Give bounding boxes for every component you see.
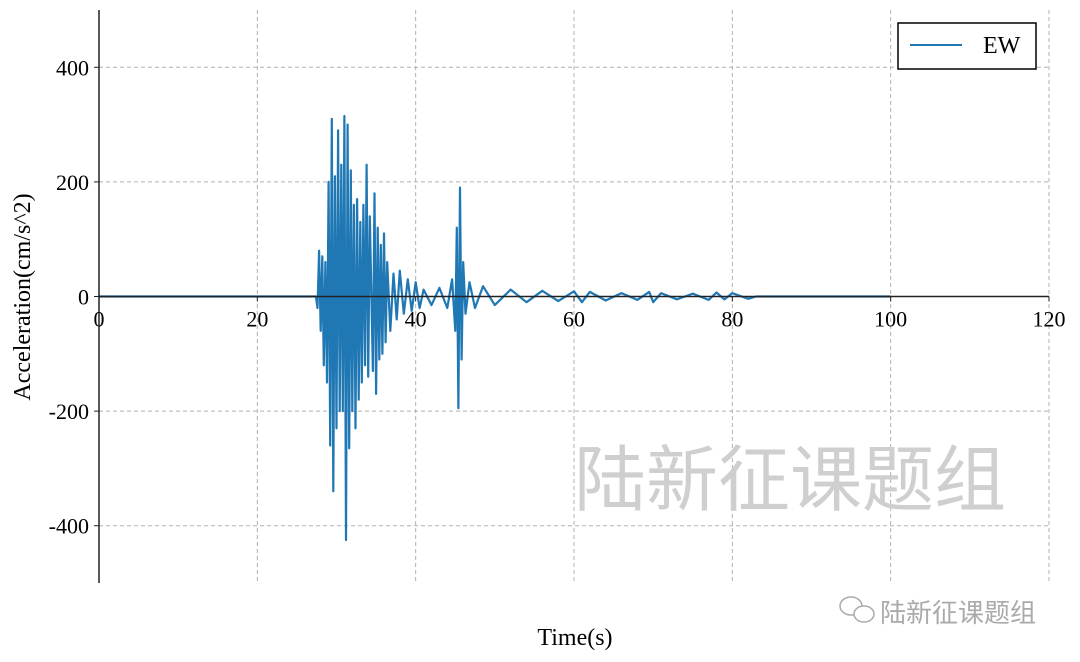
y-tick-label: 0 (78, 285, 89, 310)
series-line-ew (99, 114, 891, 542)
watermark-center: 陆新征课题组 (574, 441, 1006, 521)
x-tick-label: 40 (405, 307, 427, 332)
watermark-corner-text: 陆新征课题组 (880, 598, 1036, 628)
watermark-corner: 陆新征课题组 (839, 596, 1036, 628)
series-layer (99, 114, 891, 542)
y-tick-label: 400 (56, 55, 89, 80)
legend-label: EW (983, 33, 1021, 59)
y-tick-label: -400 (49, 514, 89, 539)
axes (94, 10, 1050, 583)
x-tick-label: 80 (721, 307, 743, 332)
legend: EW (897, 22, 1037, 70)
x-tick-label: 100 (874, 307, 907, 332)
tick-labels: 0 20 40 60 80 100 120 -400 -200 0 200 400 (49, 55, 1066, 538)
x-axis-label: Time(s) (537, 625, 612, 651)
x-tick-label: 60 (563, 307, 585, 332)
grid (99, 10, 1050, 583)
x-tick-label: 120 (1033, 307, 1066, 332)
y-tick-label: -200 (49, 399, 89, 424)
wechat-icon (839, 596, 875, 623)
x-tick-label: 0 (94, 307, 105, 332)
x-tick-label: 20 (246, 307, 268, 332)
y-tick-label: 200 (56, 170, 89, 195)
y-axis-label: Acceleration(cm/s^2) (10, 193, 36, 400)
